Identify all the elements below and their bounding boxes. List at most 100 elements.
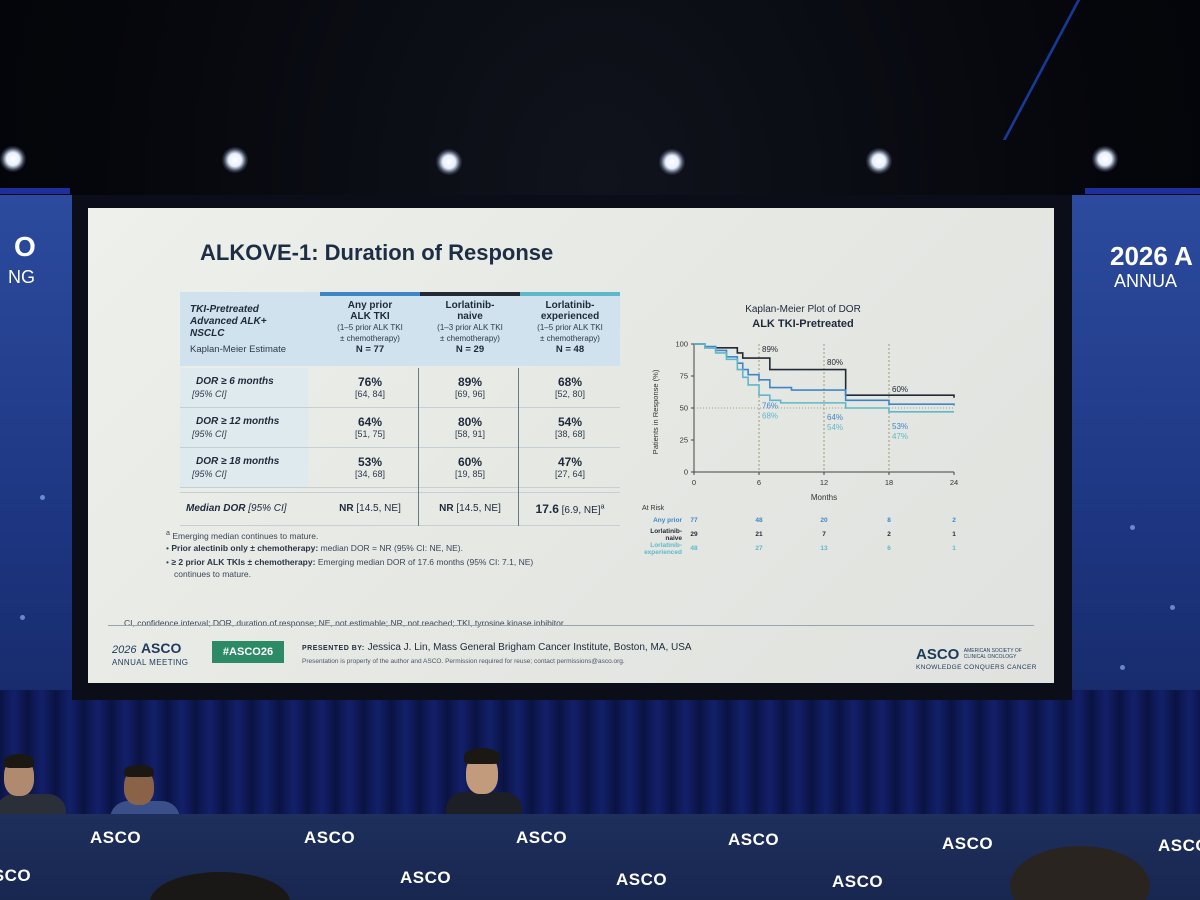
x-tick-label: 6 [757, 478, 761, 487]
lighting-truss [1002, 0, 1188, 140]
at-risk-value: 48 [755, 517, 763, 524]
landmark-annotation: 60% [892, 385, 908, 394]
table-cell: 54% [557, 415, 583, 429]
landmark-annotation: 54% [827, 423, 843, 432]
presentation-slide: ALKOVE-1: Duration of Response TKI-Pretr… [88, 208, 1054, 683]
column-bar-any-prior [320, 292, 420, 296]
row-sublabel: [95% CI] [192, 429, 227, 439]
column-bar-lorlatinib-experienced [520, 292, 620, 296]
table-row: DOR ≥ 18 months [95% CI] 53% [34, 68] 60… [180, 448, 620, 488]
chart-title: Kaplan-Meier Plot of DOR [745, 304, 861, 315]
banner-left-subtext: NG [8, 267, 35, 287]
desk-logo: ASCO [832, 872, 884, 891]
table-cell-ci: [27, 64] [554, 469, 586, 479]
y-tick-label: 100 [675, 340, 688, 349]
y-tick-label: 0 [684, 468, 688, 477]
km-curve-lorlatinib-experienced [694, 343, 954, 413]
ceiling-light-icon [222, 147, 248, 173]
ceiling-light-icon [436, 149, 462, 175]
at-risk-value: 1 [952, 531, 956, 538]
ceiling-light-icon [1092, 146, 1118, 172]
at-risk-value: 8 [887, 517, 891, 524]
column-bar-lorlatinib-naive [420, 292, 520, 296]
desk-logo: ASCO [0, 866, 32, 885]
table-cell-ci: [58, 91] [454, 429, 486, 439]
median-cell-lorlatinib-naive: NR [14.5, NE] [439, 503, 501, 514]
asco-society-logo: ASCO AMERICAN SOCIETY OF CLINICAL ONCOLOG… [916, 646, 1037, 671]
table-cell-ci: [51, 75] [354, 429, 386, 439]
km-curve-any-prior [694, 343, 955, 406]
table-cell-ci: [19, 85] [454, 469, 486, 479]
desk-logo: ASCO [90, 828, 142, 847]
at-risk-value: 6 [887, 545, 891, 552]
landmark-annotation: 68% [762, 412, 778, 421]
median-cell-lorlatinib-experienced: 17.6 [6.9, NE]a [535, 502, 605, 516]
at-risk-value: 2 [887, 531, 891, 538]
presenter-line: PRESENTED BY: Jessica J. Lin, Mass Gener… [302, 642, 692, 653]
table-cell: 68% [557, 375, 583, 389]
network-dot [1130, 525, 1135, 530]
at-risk-value: 13 [820, 545, 828, 552]
ceiling-light-icon [659, 149, 685, 175]
column-header-lorlatinib-experienced: Lorlatinib- experienced (1–5 prior ALK T… [537, 300, 603, 355]
y-tick-label: 75 [680, 372, 688, 381]
desk-logo: ASCO [516, 828, 568, 847]
table-header-sublabel: Kaplan-Meier Estimate [190, 344, 287, 355]
at-risk-value: 27 [755, 545, 763, 552]
at-risk-value: 29 [690, 531, 698, 538]
stage-curtain [0, 690, 1200, 820]
table-header [180, 292, 620, 366]
bullet-note-continuation: continues to mature. [174, 569, 252, 579]
bullet-note: • ≥ 2 prior ALK TKIs ± chemotherapy: Eme… [166, 557, 534, 567]
x-tick-label: 0 [692, 478, 696, 487]
stage-light-strip [0, 188, 70, 194]
row-sublabel: [95% CI] [192, 469, 227, 479]
speaker [446, 748, 526, 818]
stage-light-strip [1085, 188, 1200, 194]
landmark-annotation: 89% [762, 345, 778, 354]
desk-logo: ASCO [728, 830, 780, 849]
landmark-annotation: 53% [892, 422, 908, 431]
permission-notice: Presentation is property of the author a… [302, 658, 625, 665]
desk-logo: ASCO [616, 870, 668, 889]
row-label-background [180, 368, 308, 488]
hashtag-badge: #ASCO26 [212, 641, 284, 663]
column-header-lorlatinib-naive: Lorlatinib- naive (1–3 prior ALK TKI ± c… [437, 300, 503, 355]
abbreviations: CI, confidence interval; DOR, duration o… [124, 618, 566, 628]
at-risk-value: 21 [755, 531, 763, 538]
desk-logo: ASCO [1158, 836, 1200, 855]
network-dot [1170, 605, 1175, 610]
y-axis-label: Patients in Response (%) [651, 369, 660, 454]
landmark-annotation: 80% [827, 358, 843, 367]
at-risk-label: At Risk [642, 505, 665, 512]
banner-left-logo-text: O [14, 231, 36, 262]
desk-logo: ASCO [942, 834, 994, 853]
km-chart: Patients in Response (%) Months At Risk … [642, 340, 958, 557]
footnote: a Emerging median continues to mature. [166, 529, 319, 541]
table-row: DOR ≥ 12 months [95% CI] 64% [51, 75] 80… [180, 408, 620, 448]
row-label: DOR ≥ 12 months [196, 416, 280, 427]
banner-right-year: 2026 A [1110, 241, 1193, 271]
network-dot [1120, 665, 1125, 670]
at-risk-value: 20 [820, 517, 828, 524]
at-risk-row-label: naive [665, 535, 682, 542]
column-header-any-prior: Any prior ALK TKI (1–5 prior ALK TKI ± c… [337, 300, 403, 355]
table-cell-ci: [52, 80] [554, 389, 586, 399]
y-tick-label: 25 [680, 436, 688, 445]
table-divider [418, 368, 419, 526]
at-risk-value: 7 [822, 531, 826, 538]
median-label: Median DOR [95% CI] [186, 503, 287, 514]
row-sublabel: [95% CI] [192, 389, 227, 399]
x-tick-label: 18 [885, 478, 893, 487]
landmark-annotation: 76% [762, 401, 778, 410]
landmark-annotation: 64% [827, 413, 843, 422]
median-cell-any-prior: NR [14.5, NE] [339, 503, 401, 514]
table-cell: 60% [457, 455, 483, 469]
at-risk-value: 48 [690, 545, 698, 552]
table-row-median: Median DOR [95% CI] NR [14.5, NE] NR [14… [180, 492, 620, 526]
at-risk-value: 2 [952, 517, 956, 524]
at-risk-row-label: experienced [644, 549, 682, 556]
table-cell: 47% [557, 455, 583, 469]
table-cell: 80% [457, 415, 483, 429]
km-curve-lorlatinib-naive [694, 343, 955, 398]
